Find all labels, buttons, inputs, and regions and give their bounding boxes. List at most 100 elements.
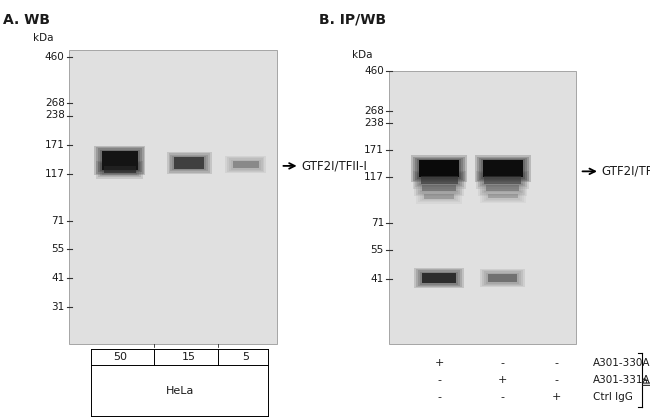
Text: 460: 460 [364, 66, 384, 76]
Bar [421, 271, 458, 285]
Bar [421, 184, 458, 192]
Text: 117: 117 [45, 169, 64, 179]
Bar [480, 173, 525, 186]
Text: 50: 50 [113, 352, 127, 362]
Bar [482, 270, 523, 286]
Bar [166, 152, 212, 174]
Text: 117: 117 [364, 172, 384, 182]
Text: A. WB: A. WB [3, 13, 50, 26]
Bar [414, 180, 464, 196]
Bar [484, 176, 521, 184]
Bar [486, 185, 519, 191]
Bar [233, 161, 259, 168]
Bar [419, 183, 460, 194]
Bar [100, 150, 140, 171]
Bar [98, 162, 141, 177]
Text: 268: 268 [45, 98, 64, 108]
Text: 55: 55 [51, 244, 64, 254]
Bar [422, 185, 456, 191]
Bar [415, 158, 463, 180]
Text: B. IP/WB: B. IP/WB [318, 13, 385, 26]
Bar [419, 270, 460, 286]
Text: A301-330A: A301-330A [593, 358, 650, 368]
Text: 238: 238 [364, 118, 384, 128]
Bar [170, 155, 208, 171]
Bar [96, 161, 143, 178]
Text: -: - [554, 375, 558, 385]
Bar [419, 160, 459, 177]
Bar [417, 159, 462, 178]
Bar [229, 158, 263, 171]
Bar [101, 151, 138, 170]
Bar [484, 184, 521, 192]
Text: 5: 5 [242, 352, 250, 362]
Bar [414, 268, 464, 288]
Bar [480, 189, 526, 203]
Text: GTF2I/TFII-I: GTF2I/TFII-I [601, 165, 650, 178]
Text: 41: 41 [51, 273, 64, 283]
Text: IP: IP [642, 375, 650, 385]
Bar [227, 157, 265, 172]
Bar [98, 148, 142, 172]
Bar [424, 194, 454, 199]
Bar [476, 171, 529, 189]
Text: 71: 71 [51, 215, 64, 226]
Text: +: + [552, 392, 561, 402]
Text: 41: 41 [370, 274, 384, 284]
Text: kDa: kDa [352, 50, 372, 60]
Bar [411, 155, 467, 182]
Text: 171: 171 [364, 145, 384, 155]
Text: HeLa: HeLa [166, 386, 194, 396]
Text: -: - [500, 392, 504, 402]
Bar [488, 274, 517, 282]
Bar [421, 176, 458, 184]
Bar [70, 50, 278, 344]
Bar [422, 273, 456, 283]
Bar [486, 192, 520, 200]
Text: 15: 15 [182, 352, 196, 362]
Bar [482, 175, 523, 185]
Bar [418, 190, 460, 202]
Bar [478, 172, 527, 187]
Bar [417, 173, 462, 186]
Text: +: + [498, 375, 508, 385]
Text: -: - [500, 358, 504, 368]
Bar [104, 166, 136, 173]
Text: -: - [437, 392, 441, 402]
Text: 71: 71 [370, 218, 384, 228]
Bar [420, 191, 458, 201]
Text: Ctrl IgG: Ctrl IgG [593, 392, 633, 402]
Bar [389, 71, 577, 344]
Bar [417, 181, 462, 195]
Bar [480, 269, 525, 287]
Bar [486, 273, 519, 284]
Bar [416, 189, 462, 204]
Text: kDa: kDa [33, 33, 53, 43]
Bar [174, 157, 204, 169]
Text: 268: 268 [364, 106, 384, 116]
Bar [484, 191, 522, 201]
Bar [478, 180, 528, 196]
Bar [102, 165, 137, 175]
Bar [478, 158, 526, 180]
Bar [413, 157, 465, 181]
Bar [417, 269, 462, 287]
Bar [226, 156, 266, 173]
Text: 55: 55 [370, 245, 384, 255]
Bar [482, 160, 523, 177]
Bar [100, 163, 139, 176]
Text: A301-331A: A301-331A [593, 375, 650, 385]
Bar [168, 153, 210, 173]
Bar [172, 156, 206, 170]
Bar [415, 172, 463, 187]
Text: GTF2I/TFII-I: GTF2I/TFII-I [301, 160, 367, 172]
Bar [96, 147, 144, 173]
Text: 460: 460 [45, 52, 64, 62]
Bar [484, 271, 521, 285]
Bar [476, 157, 529, 181]
Bar [480, 181, 525, 194]
Bar [413, 171, 465, 189]
Bar [480, 159, 525, 178]
Bar [419, 175, 460, 185]
Text: +: + [434, 358, 444, 368]
